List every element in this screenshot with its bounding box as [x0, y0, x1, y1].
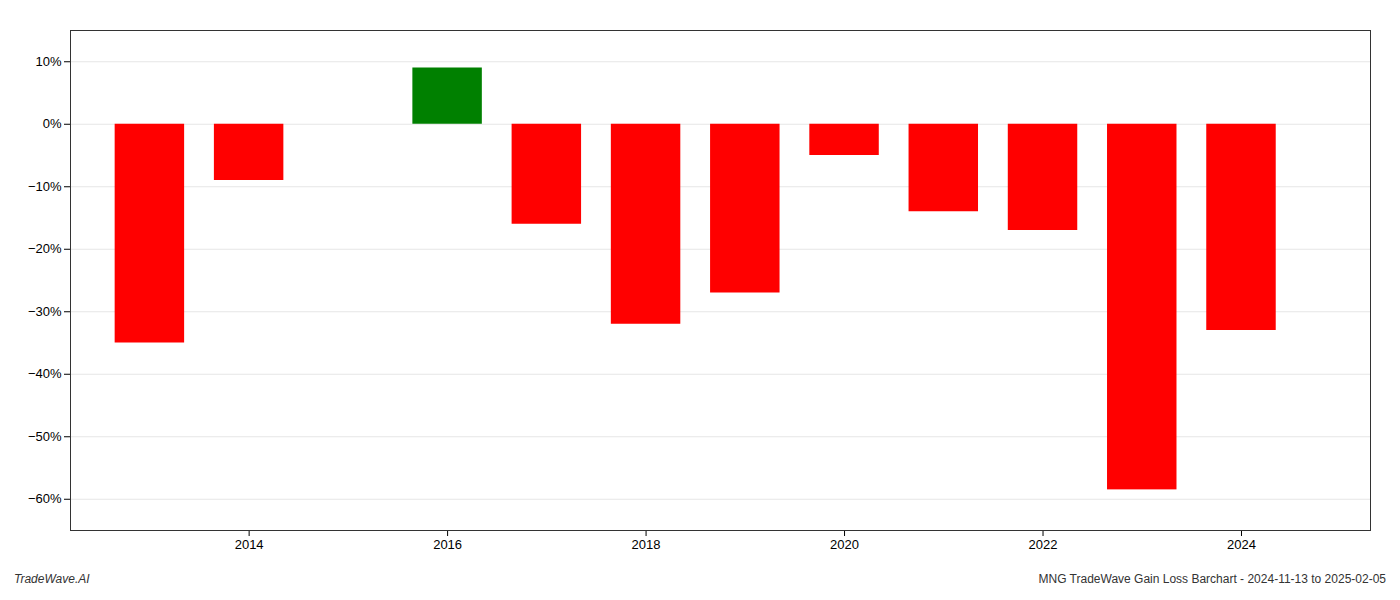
svg-text:10%: 10% [35, 54, 61, 69]
svg-text:−40%: −40% [28, 366, 62, 381]
svg-text:2024: 2024 [1227, 537, 1256, 552]
svg-text:−30%: −30% [28, 304, 62, 319]
svg-text:−50%: −50% [28, 429, 62, 444]
svg-text:0%: 0% [43, 116, 62, 131]
svg-text:2020: 2020 [830, 537, 859, 552]
svg-text:−60%: −60% [28, 491, 62, 506]
svg-text:2016: 2016 [433, 537, 462, 552]
svg-text:−10%: −10% [28, 179, 62, 194]
svg-text:2014: 2014 [235, 537, 264, 552]
html-text:TradeWave.AI: TradeWave.AI [14, 572, 90, 586]
html-text:MNG TradeWave Gain Loss Barcha: MNG TradeWave Gain Loss Barchart - 2024-… [1038, 572, 1386, 586]
svg-text:−20%: −20% [28, 241, 62, 256]
svg-text:2022: 2022 [1029, 537, 1058, 552]
svg-text:2018: 2018 [632, 537, 661, 552]
